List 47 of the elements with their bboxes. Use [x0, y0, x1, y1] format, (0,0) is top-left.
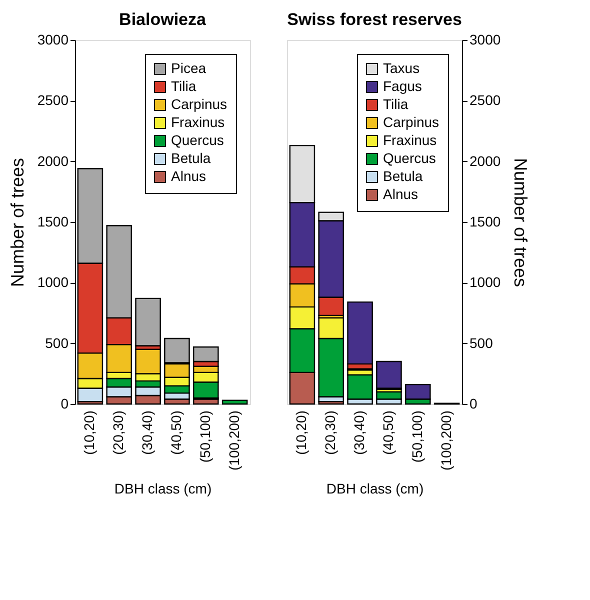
legend-label: Fagus: [383, 78, 422, 94]
legend-label: Quercus: [383, 150, 436, 166]
x-tick-label: (10,20): [293, 410, 310, 455]
legend-label: Tilia: [171, 78, 196, 94]
y-tick-label: 1000: [470, 274, 501, 290]
y-tick-label: 2000: [470, 152, 501, 169]
y-tick-label: 0: [60, 396, 69, 412]
y-axis-title: Number of trees: [7, 158, 28, 288]
y-tick-label: 3000: [37, 32, 69, 48]
y-tick-label: 500: [45, 334, 69, 351]
legend-label: Quercus: [171, 132, 224, 148]
y-tick-label: 1000: [37, 274, 69, 290]
x-tick-label: (50,100): [196, 410, 213, 463]
legend-label: Taxus: [383, 60, 420, 76]
x-tick-label: (30,40): [139, 410, 156, 455]
x-tick-label: (20,30): [322, 410, 338, 455]
legend-label: Betula: [383, 168, 423, 184]
legend-label: Alnus: [171, 168, 206, 184]
x-tick-label: (50,100): [408, 410, 425, 463]
y-axis-title: Number of trees: [510, 158, 531, 288]
x-tick-label: (30,40): [351, 410, 368, 455]
chart-title: Bialowieza: [119, 10, 206, 29]
y-tick-label: 0: [470, 396, 478, 412]
y-tick-label: 3000: [470, 32, 501, 48]
x-tick-label: (100,200): [226, 410, 242, 470]
legend-label: Betula: [171, 150, 211, 166]
x-tick-label: (20,30): [110, 410, 126, 455]
legend-label: Carpinus: [171, 96, 228, 112]
x-axis-title: DBH class (cm): [114, 480, 212, 496]
y-tick-label: 2000: [37, 152, 69, 169]
chart-title: Swiss forest reserves: [287, 10, 462, 29]
legend-label: Tilia: [383, 96, 408, 112]
y-tick-label: 2500: [470, 92, 501, 108]
y-tick-label: 500: [470, 334, 494, 351]
legend-label: Alnus: [383, 186, 418, 202]
x-tick-label: (10,20): [81, 410, 98, 455]
legend-label: Fraxinus: [383, 132, 437, 148]
legend-label: Carpinus: [383, 114, 440, 130]
legend-label: Picea: [171, 60, 206, 76]
y-tick-label: 2500: [37, 92, 69, 108]
y-tick-label: 1500: [37, 214, 69, 230]
legend-label: Fraxinus: [171, 114, 225, 130]
x-tick-label: (40,50): [380, 410, 396, 455]
y-tick-label: 1500: [470, 214, 501, 230]
x-axis-title: DBH class (cm): [326, 480, 424, 496]
x-tick-label: (40,50): [168, 410, 184, 455]
x-tick-label: (100,200): [438, 410, 454, 470]
